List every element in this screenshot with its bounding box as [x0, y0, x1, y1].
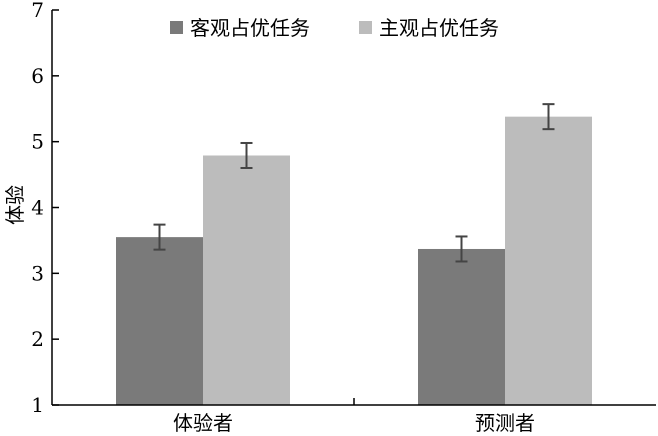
y-tick-label: 7: [31, 0, 44, 22]
y-tick-label: 2: [31, 327, 44, 351]
legend: 客观占优任务 主观占优任务: [170, 16, 499, 40]
bar: [418, 248, 505, 405]
x-tick-label: 体验者: [173, 411, 233, 435]
legend-label: 客观占优任务: [190, 16, 310, 40]
chart-marks: [116, 116, 592, 406]
y-tick-label: 4: [31, 196, 44, 220]
y-tick-label: 6: [31, 64, 44, 88]
bar: [505, 116, 592, 406]
y-tick-label: 3: [31, 261, 44, 285]
y-tick-label: 5: [31, 130, 44, 154]
x-tick-label: 预测者: [475, 411, 535, 435]
bar: [116, 237, 203, 405]
y-tick-label: 1: [31, 393, 44, 417]
x-ticks: 体验者 预测者: [173, 398, 535, 435]
y-ticks: 1 2 3 4 5 6 7: [31, 0, 59, 417]
legend-label: 主观占优任务: [379, 16, 499, 40]
error-bars: [153, 103, 555, 263]
bar: [203, 155, 290, 405]
legend-swatch: [170, 21, 183, 34]
y-axis-title: 体验: [3, 185, 27, 225]
legend-swatch: [359, 21, 372, 34]
